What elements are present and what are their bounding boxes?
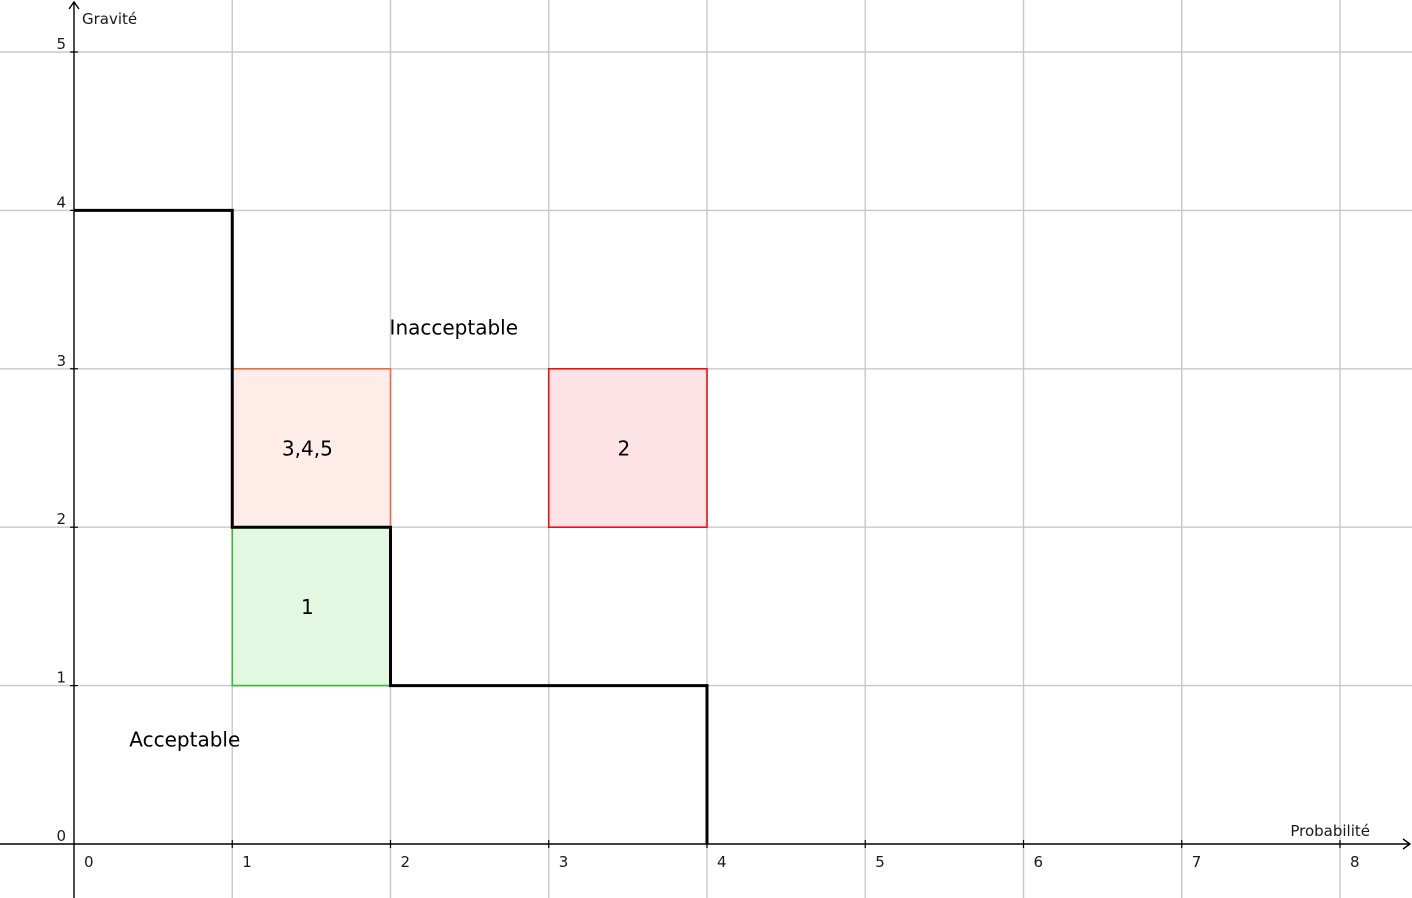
x-tick-label-4: 4 <box>717 853 727 871</box>
x-axis-label: Probabilité <box>1290 822 1370 840</box>
x-tick-label-3: 3 <box>559 853 569 871</box>
x-tick-label-7: 7 <box>1192 853 1202 871</box>
x-axis-arrow <box>1402 838 1412 850</box>
region-label-acceptable: Acceptable <box>129 728 240 752</box>
y-tick-label-1: 1 <box>56 669 66 687</box>
y-tick-label-0: 0 <box>56 827 66 845</box>
risk-box-label-2: 1 <box>301 595 314 619</box>
x-tick-label-0: 0 <box>84 853 94 871</box>
y-tick-label-2: 2 <box>56 510 66 528</box>
y-tick-label-4: 4 <box>56 193 66 211</box>
x-tick-label-6: 6 <box>1034 853 1044 871</box>
x-tick-label-5: 5 <box>875 853 885 871</box>
x-tick-label-2: 2 <box>401 853 411 871</box>
risk-box-label-3: 2 <box>618 437 631 461</box>
y-tick-label-3: 3 <box>56 352 66 370</box>
acceptability-frontier-group <box>74 208 709 844</box>
y-axis-arrow <box>68 0 80 10</box>
x-tick-label-8: 8 <box>1350 853 1360 871</box>
risk-boxes <box>231 367 708 687</box>
labels: 0 1 2 3 4 5 6 7 8 0 1 2 3 4 5 Probabilité Gravité Inaccep… <box>56 10 1370 871</box>
acceptability-frontier <box>74 208 709 844</box>
risk-box-3 <box>547 367 708 528</box>
y-axis-label: Gravité <box>82 10 137 28</box>
risk-box-1 <box>231 367 392 528</box>
risk-box-label-1: 3,4,5 <box>282 437 333 461</box>
x-tick-label-1: 1 <box>242 853 252 871</box>
y-tick-label-5: 5 <box>56 35 66 53</box>
region-label-inacceptable: Inacceptable <box>390 316 518 340</box>
risk-box-2 <box>231 526 392 687</box>
